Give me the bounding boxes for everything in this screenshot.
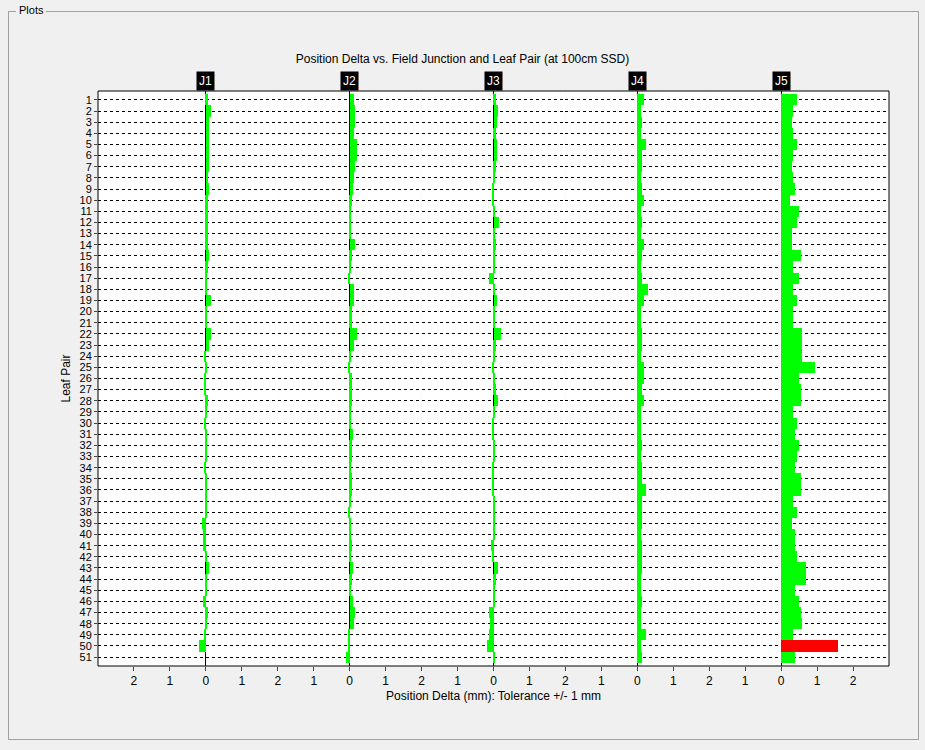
svg-text:Position Delta (mm): Tolerance: Position Delta (mm): Tolerance +/- 1 mm [386, 689, 601, 703]
svg-text:1: 1 [382, 674, 389, 688]
svg-text:46: 46 [80, 595, 92, 607]
svg-text:1: 1 [454, 674, 461, 688]
svg-text:36: 36 [80, 484, 92, 496]
svg-text:47: 47 [80, 606, 92, 618]
svg-text:17: 17 [80, 272, 92, 284]
svg-text:2: 2 [131, 674, 138, 688]
svg-text:0: 0 [778, 674, 785, 688]
svg-text:16: 16 [80, 261, 92, 273]
svg-text:4: 4 [86, 127, 92, 139]
svg-text:33: 33 [80, 450, 92, 462]
svg-text:11: 11 [80, 205, 91, 217]
svg-text:J1: J1 [199, 74, 212, 88]
svg-text:43: 43 [80, 562, 92, 574]
svg-text:20: 20 [80, 305, 92, 317]
svg-text:38: 38 [80, 506, 92, 518]
svg-text:34: 34 [80, 462, 92, 474]
svg-text:1: 1 [598, 674, 605, 688]
svg-text:6: 6 [86, 149, 92, 161]
svg-text:0: 0 [203, 674, 210, 688]
svg-text:39: 39 [80, 517, 92, 529]
svg-text:0: 0 [634, 674, 641, 688]
svg-text:19: 19 [80, 294, 92, 306]
svg-text:Leaf Pair: Leaf Pair [59, 354, 73, 402]
svg-text:2: 2 [274, 674, 281, 688]
svg-text:1: 1 [742, 674, 749, 688]
svg-text:1: 1 [86, 94, 92, 106]
svg-text:32: 32 [80, 439, 92, 451]
svg-text:Position Delta vs. Field Junct: Position Delta vs. Field Junction and Le… [296, 52, 630, 66]
svg-text:26: 26 [80, 372, 92, 384]
svg-text:35: 35 [80, 473, 92, 485]
svg-text:1: 1 [526, 674, 533, 688]
svg-text:10: 10 [80, 194, 92, 206]
svg-text:J2: J2 [343, 74, 356, 88]
svg-text:40: 40 [80, 528, 92, 540]
svg-text:2: 2 [706, 674, 713, 688]
svg-text:7: 7 [86, 161, 92, 173]
svg-text:0: 0 [490, 674, 497, 688]
svg-text:8: 8 [86, 172, 92, 184]
svg-text:25: 25 [80, 361, 92, 373]
svg-text:41: 41 [80, 540, 92, 552]
svg-text:1: 1 [238, 674, 245, 688]
svg-text:J3: J3 [487, 74, 500, 88]
svg-text:0: 0 [346, 674, 353, 688]
svg-text:J5: J5 [775, 74, 788, 88]
svg-text:31: 31 [80, 428, 92, 440]
svg-text:48: 48 [80, 618, 92, 630]
svg-text:37: 37 [80, 495, 92, 507]
svg-text:22: 22 [80, 328, 92, 340]
svg-text:2: 2 [86, 105, 92, 117]
svg-text:21: 21 [80, 317, 92, 329]
svg-text:1: 1 [670, 674, 677, 688]
svg-text:1: 1 [167, 674, 174, 688]
html-text:Plots: Plots [19, 4, 44, 16]
svg-text:J4: J4 [631, 74, 644, 88]
svg-text:2: 2 [850, 674, 857, 688]
svg-text:1: 1 [310, 674, 317, 688]
svg-text:3: 3 [86, 116, 92, 128]
svg-text:29: 29 [80, 406, 92, 418]
svg-text:2: 2 [562, 674, 569, 688]
svg-text:44: 44 [80, 573, 92, 585]
svg-text:24: 24 [80, 350, 92, 362]
svg-text:30: 30 [80, 417, 92, 429]
svg-text:51: 51 [80, 651, 92, 663]
svg-text:13: 13 [80, 227, 92, 239]
svg-text:1: 1 [814, 674, 821, 688]
svg-text:2: 2 [418, 674, 425, 688]
svg-text:42: 42 [80, 551, 92, 563]
svg-text:18: 18 [80, 283, 92, 295]
svg-text:50: 50 [80, 640, 92, 652]
svg-text:5: 5 [86, 138, 92, 150]
svg-text:9: 9 [86, 183, 92, 195]
svg-text:27: 27 [80, 383, 92, 395]
svg-text:12: 12 [80, 216, 92, 228]
svg-text:28: 28 [80, 395, 92, 407]
svg-text:14: 14 [80, 239, 92, 251]
svg-text:23: 23 [80, 339, 92, 351]
svg-text:45: 45 [80, 584, 92, 596]
svg-text:15: 15 [80, 250, 92, 262]
svg-text:49: 49 [80, 629, 92, 641]
